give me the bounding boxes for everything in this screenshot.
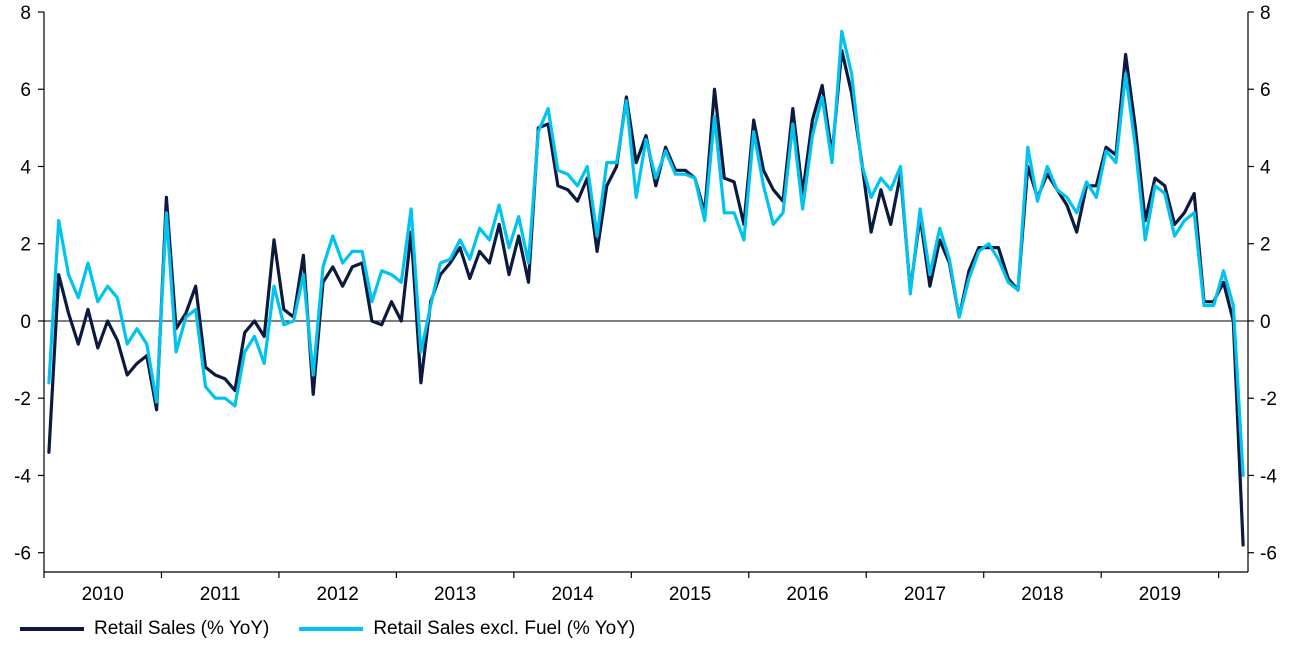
legend-item-retail-sales-excl-fuel: Retail Sales excl. Fuel (% YoY): [299, 618, 635, 640]
x-tick-label: 2019: [1139, 584, 1181, 605]
y-tick-label-left: 2: [20, 235, 31, 256]
y-tick-label-right: -6: [1260, 544, 1277, 565]
x-tick-label: 2017: [904, 584, 946, 605]
x-axis: 2010 2011 2012 2013 2014 2015 2016 2017 2018 2019: [43, 571, 1248, 605]
x-tick-label: 2011: [200, 584, 241, 605]
y-tick-label-left: -4: [14, 466, 31, 487]
right-axis-ticks: -6 -4 -2 0 2 4 6 8: [1248, 3, 1277, 565]
x-tick-label: 2012: [317, 584, 359, 605]
y-tick-label-left: 8: [20, 3, 31, 24]
series-line-retail-sales-excl-fuel: [47, 29, 1245, 477]
y-tick-label-right: 8: [1260, 3, 1271, 24]
y-tick-label-left: 6: [20, 80, 31, 101]
y-tick-label-right: 6: [1260, 80, 1271, 101]
y-tick-label-right: -2: [1260, 389, 1277, 410]
left-axis: -6 -4 -2 0 2 4 6 8: [14, 3, 45, 572]
legend-label-retail-sales-excl-fuel: Retail Sales excl. Fuel (% YoY): [373, 618, 636, 639]
x-tick-label: 2013: [434, 584, 476, 605]
x-tick-label: 2018: [1021, 584, 1063, 605]
series-line-retail-sales: [47, 48, 1245, 547]
x-tick-label: 2015: [669, 584, 711, 605]
legend-item-retail-sales: Retail Sales (% YoY): [20, 618, 269, 640]
x-tick-label: 2010: [82, 584, 124, 605]
y-tick-label-left: -6: [14, 544, 31, 565]
legend-swatch-retail-sales-excl-fuel: [299, 627, 364, 631]
x-axis-ticks: 2010 2011 2012 2013 2014 2015 2016 2017 2018 2019: [43, 572, 1220, 605]
y-tick-label-left: -2: [14, 389, 31, 410]
series-lines: [47, 29, 1245, 547]
x-tick-label: 2014: [551, 584, 594, 605]
y-tick-label-right: 2: [1260, 235, 1271, 256]
y-tick-label-left: 4: [20, 157, 31, 178]
y-tick-label-right: 4: [1260, 157, 1271, 178]
x-tick-label: 2016: [786, 584, 828, 605]
legend: Retail Sales (% YoY) Retail Sales excl. …: [20, 618, 665, 640]
right-axis: -6 -4 -2 0 2 4 6 8: [1247, 3, 1277, 572]
legend-label-retail-sales: Retail Sales (% YoY): [94, 618, 270, 639]
y-tick-label-right: 0: [1260, 312, 1271, 333]
y-tick-label-right: -4: [1260, 466, 1277, 487]
left-axis-ticks: -6 -4 -2 0 2 4 6 8: [14, 3, 44, 565]
y-tick-label-left: 0: [20, 312, 31, 333]
legend-swatch-retail-sales: [20, 627, 84, 631]
